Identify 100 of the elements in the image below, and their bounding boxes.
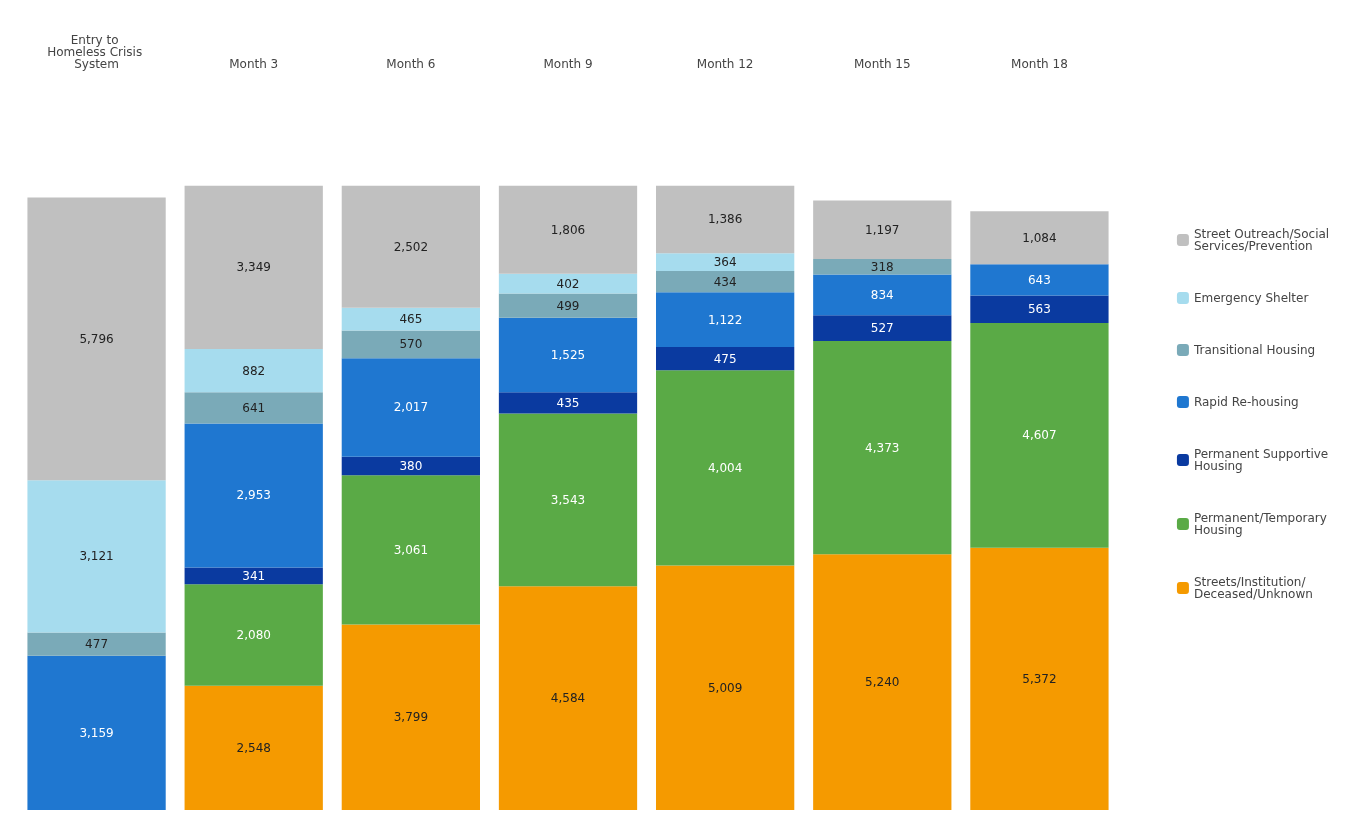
bar — [656, 292, 795, 347]
bar — [27, 632, 166, 656]
bar — [498, 273, 638, 294]
legend-label: Emergency Shelter — [1193, 291, 1309, 305]
data-label: 318 — [870, 259, 894, 274]
bar — [813, 340, 952, 555]
data-label: 834 — [870, 287, 894, 302]
bar — [341, 185, 480, 308]
data-label: 4,607 — [1022, 428, 1057, 443]
data-label: 341 — [242, 568, 266, 583]
data-label: 3,159 — [79, 725, 114, 740]
data-label: 570 — [399, 337, 423, 352]
bar — [498, 586, 638, 810]
data-label: 3,543 — [550, 492, 586, 507]
bar — [813, 315, 952, 341]
bar — [184, 685, 323, 810]
data-label: 364 — [713, 255, 737, 270]
x-tick-label: Month 15 — [853, 57, 911, 71]
bar — [341, 330, 480, 359]
legend-label: Streets/Institution/Deceased/Unknown — [1193, 575, 1313, 601]
legend-label: Permanent Supportive Housing — [1193, 447, 1333, 473]
data-label: 435 — [556, 395, 580, 410]
bar — [498, 293, 638, 318]
bar — [27, 480, 166, 633]
bar — [656, 565, 795, 810]
data-label: 641 — [242, 400, 266, 415]
data-label: 643 — [1027, 272, 1051, 287]
x-tick-label: Month 18 — [1011, 57, 1068, 71]
bar — [656, 253, 795, 272]
legend-label: Permanent/Temporary Housing — [1193, 511, 1331, 537]
data-label: 465 — [399, 312, 423, 327]
legend-label: Rapid Re-housing — [1193, 395, 1299, 409]
data-label: 5,796 — [79, 331, 114, 346]
bar — [813, 200, 952, 259]
data-label: 3,061 — [393, 542, 429, 557]
bar — [27, 197, 166, 481]
data-label: 1,386 — [707, 212, 743, 227]
bar — [813, 554, 952, 810]
data-label: 4,584 — [550, 691, 586, 706]
data-label: 563 — [1027, 302, 1051, 317]
bar — [813, 274, 952, 316]
bar — [184, 185, 323, 350]
data-label: 1,197 — [865, 222, 900, 237]
data-label: 2,548 — [236, 740, 271, 755]
bar — [184, 567, 323, 585]
x-tick-label: Month 6 — [386, 57, 436, 71]
data-label: 2,953 — [236, 488, 271, 503]
data-label: 402 — [556, 276, 580, 291]
data-label: 434 — [713, 274, 737, 289]
data-label: 1,084 — [1022, 230, 1057, 245]
legend-label: Transitional Housing — [1192, 343, 1316, 357]
bar — [813, 258, 952, 275]
bar — [656, 185, 795, 254]
data-label: 1,122 — [707, 312, 743, 327]
bar — [341, 456, 480, 476]
bar — [184, 392, 323, 424]
data-label: 4,004 — [707, 460, 743, 475]
data-label: 477 — [85, 637, 109, 652]
bar — [970, 264, 1109, 296]
data-label: 475 — [713, 351, 737, 366]
data-label: 1,806 — [550, 222, 586, 237]
bar — [184, 349, 323, 393]
bar — [184, 584, 323, 686]
bar — [970, 295, 1109, 324]
data-label: 882 — [242, 363, 266, 378]
bar — [656, 346, 795, 371]
data-label: 3,121 — [79, 549, 114, 564]
x-tick-label: Month 9 — [543, 57, 593, 71]
data-label: 2,017 — [393, 400, 429, 415]
data-label: 5,372 — [1022, 671, 1057, 686]
bar — [341, 624, 480, 810]
legend-label: Street Outreach/Social Services/Prevention — [1193, 227, 1333, 253]
bar — [341, 358, 480, 457]
data-label: 5,240 — [865, 675, 900, 690]
data-label: 527 — [870, 321, 894, 336]
bar — [970, 547, 1109, 810]
bar — [498, 392, 638, 414]
data-label: 4,373 — [865, 440, 900, 455]
data-label: 380 — [399, 458, 423, 473]
bar — [341, 307, 480, 331]
bar — [498, 185, 638, 274]
data-label: 2,080 — [236, 627, 271, 642]
x-tick-label: Month 12 — [696, 57, 754, 71]
bar — [970, 211, 1109, 265]
data-label: 3,349 — [236, 260, 271, 275]
bar — [27, 655, 166, 810]
bar — [656, 271, 795, 293]
bar — [498, 317, 638, 393]
data-label: 1,525 — [550, 347, 586, 362]
bar — [184, 423, 323, 568]
data-label: 5,009 — [707, 680, 743, 695]
bar — [970, 323, 1109, 548]
x-tick-label: Month 3 — [229, 57, 279, 71]
data-label: 3,799 — [393, 710, 429, 725]
bar — [656, 370, 795, 566]
data-label: 499 — [556, 298, 580, 313]
x-tick-label: Entry to Homeless Crisis System — [47, 33, 146, 71]
bar — [498, 413, 638, 587]
bar — [341, 475, 480, 625]
data-label: 2,502 — [393, 239, 429, 254]
